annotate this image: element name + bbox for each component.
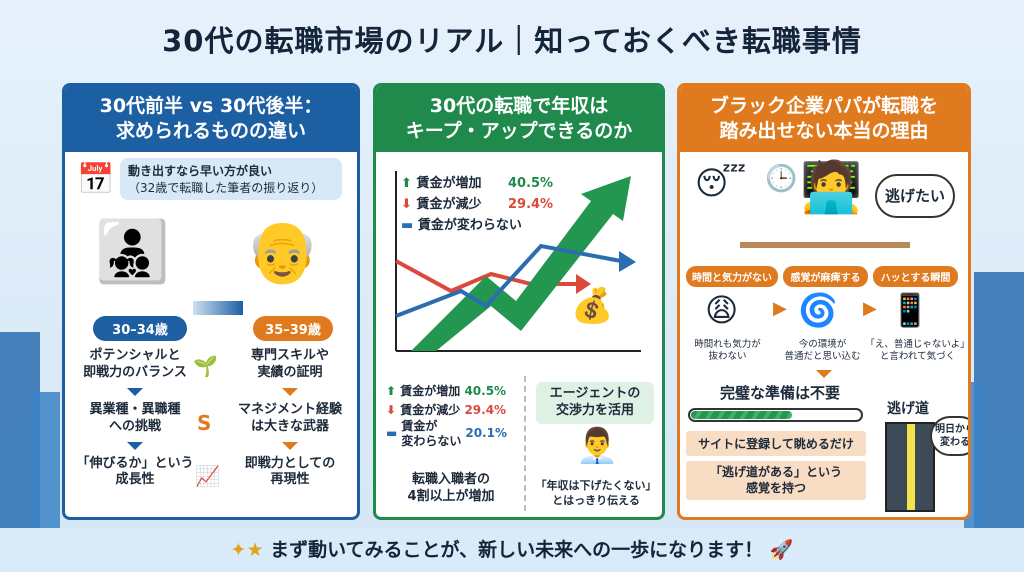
arrow-right-icon: ▶ <box>773 298 787 319</box>
stat-row: ⬇ 賃金が減少 29.4% <box>386 402 507 417</box>
step-escape-route: 「逃げ道がある」という 感覚を持つ <box>686 461 866 501</box>
stat-row: ▬ 賃金が 変わらない 20.1% <box>386 419 507 448</box>
flat-line <box>395 243 622 318</box>
late-column: 専門スキルや 実績の証明 マネジメント経験 は大きな武器 即戦力としての 再現性 <box>220 348 357 489</box>
reason-tag: 時間と気力がない <box>686 266 778 287</box>
advice-bubble: 動き出すなら早い方が良い （32歳で転職した筆者の振り返り） <box>120 158 342 200</box>
tired-worker-illustration: 🧑‍💻 <box>800 158 863 216</box>
down-triangle-icon <box>127 387 143 396</box>
down-triangle-icon <box>282 441 298 450</box>
divider <box>524 376 526 511</box>
door-icon <box>885 422 935 512</box>
late-item: マネジメント経験 は大きな武器 <box>237 401 342 434</box>
early-item: ポテンシャルと 即戦力のバランス <box>83 348 187 380</box>
reason-tag: ハッとする瞬間 <box>873 266 958 287</box>
increase-arrow <box>411 176 631 351</box>
panel-age-comparison: 30代前半 vs 30代後半： 求められるものの違い 📅 動き出すなら早い方が良… <box>62 83 360 520</box>
age-badge-late: 35–39歳 <box>253 316 333 341</box>
early-item: 「伸びるか」という 成長性 <box>76 455 194 488</box>
early-column: ポテンシャルと 即戦力のバランス 異業種・異職種 への挑戦 「伸びるか」という 成長性 <box>65 348 205 489</box>
young-family-illustration: 👨‍👧‍👦 <box>95 217 170 287</box>
late-item: 即戦力としての 再現性 <box>244 455 336 488</box>
desk <box>740 242 910 248</box>
legend-item: ▬ 賃金が変わらない <box>401 217 522 233</box>
chart-legend: ⬆ 賃金が増加 40.5% ⬇ 賃金が減少 29.4% ▬ 賃金が変わらない <box>401 174 553 236</box>
money-bag-icon: 💰 <box>571 286 614 326</box>
tomorrow-bubble: 明日から 変わる <box>930 416 968 456</box>
stats-list: ⬆ 賃金が増加 40.5% ⬇ 賃金が減少 29.4% ▬ 賃金が 変わらない 20… <box>386 382 507 448</box>
header-line: 30代前半 vs 30代後半： <box>99 95 323 118</box>
bubble-main: 動き出すなら早い方が良い <box>128 164 273 178</box>
late-item: 専門スキルや 実績の証明 <box>250 348 329 380</box>
down-triangle-icon <box>816 370 832 378</box>
exhausted-man-icon: 😩 <box>705 291 739 329</box>
flat-arrowhead <box>619 251 636 272</box>
footer-message: まず動いてみることが、新しい未来への一歩になります！ <box>270 539 764 561</box>
reason-caption: 「え、普通じゃないよ」 と言われて気づく <box>865 339 970 363</box>
legend-item: ⬆ 賃金が増加 40.5% <box>401 176 554 191</box>
stat-row: ⬆ 賃金が増加 40.5% <box>386 384 507 398</box>
panel-header: 30代前半 vs 30代後半： 求められるものの違い <box>65 86 357 152</box>
thought-bubble: 逃げたい <box>875 174 955 218</box>
header-line: ブラック企業パパが転職を <box>709 95 938 118</box>
door-label: 逃げ道 <box>887 401 929 417</box>
dash-icon: ▬ <box>401 217 414 233</box>
step-register: サイトに登録して眺めるだけ <box>686 431 866 456</box>
down-triangle-icon <box>127 441 143 450</box>
clock-icon: 🕒 <box>765 164 798 194</box>
panel-black-company: ブラック企業パパが転職を 踏み出せない本当の理由 😴 🕒 🧑‍💻 逃げたい 時間… <box>677 83 971 520</box>
bubble-sub: （32歳で転職した筆者の振り返り） <box>128 181 324 195</box>
panel-salary: 30代の転職で年収は キープ・アップできるのか ⬆ 賃金が増加 40.5% ⬇ … <box>373 83 665 520</box>
down-triangle-icon <box>282 387 298 396</box>
progress-fill <box>691 411 793 419</box>
arrow-down-icon: ⬇ <box>401 196 412 212</box>
reason-tag: 感覚が麻痺する <box>783 266 868 287</box>
salary-summary: 転職入職者の 4割以上が増加 <box>407 472 495 504</box>
footer-banner: ✦★ まず動いてみることが、新しい未来への一歩になります！ 🚀 <box>0 528 1024 572</box>
header-line: 求められるものの違い <box>115 120 306 142</box>
reason-caption: 今の環境が 普通だと思い込む <box>784 339 861 363</box>
arrow-right-icon <box>193 301 243 315</box>
conclusion: 完璧な準備は不要 <box>719 384 840 402</box>
arrow-up-icon: ⬆ <box>401 176 412 191</box>
older-family-illustration: 👴 <box>245 217 320 287</box>
page-title: 30代の転職市場のリアル｜知っておくべき転職事情 <box>162 24 862 58</box>
businessman-icon: 👨‍💼 <box>576 426 619 466</box>
legend-item: ⬇ 賃金が減少 29.4% <box>401 196 554 212</box>
maze-icon: 🌀 <box>798 291 838 329</box>
header-line: 踏み出せない本当の理由 <box>719 120 929 142</box>
panel-header: 30代の転職で年収は キープ・アップできるのか <box>376 86 662 152</box>
age-badge-early: 30–34歳 <box>93 316 187 341</box>
early-item: 異業種・異職種 への挑戦 <box>89 401 181 434</box>
salary-trend-illustration <box>395 171 641 352</box>
sparkle-icon: ✦★ <box>230 539 264 561</box>
reason-caption: 時間れも気力が 抜わない <box>694 339 761 363</box>
winding-path-icon: S <box>197 411 212 435</box>
agent-quote: 「年収は下げたくない」 とはっきり伝える <box>535 479 657 507</box>
rocket-icon: 🚀 <box>769 539 794 561</box>
reason-tags: 時間と気力がない 感覚が麻痺する ハッとする瞬間 <box>686 266 958 287</box>
sprout-icon: 🌱 <box>193 354 218 378</box>
calendar-icon: 📅 <box>77 162 115 197</box>
panel-header: ブラック企業パパが転職を 踏み出せない本当の理由 <box>680 86 968 152</box>
header-line: キープ・アップできるのか <box>405 120 633 142</box>
decrease-arrowhead <box>576 274 591 294</box>
header-line: 30代の転職で年収は <box>429 95 609 118</box>
sleeping-kids-icon: 😴 <box>695 164 747 202</box>
agent-title: エージェントの 交渉力を活用 <box>536 382 654 424</box>
progress-bar <box>688 408 863 422</box>
phone-chat-icon: 📱 <box>890 291 930 329</box>
growth-arrow-icon: 📈 <box>195 464 220 488</box>
arrow-right-icon: ▶ <box>863 298 877 319</box>
